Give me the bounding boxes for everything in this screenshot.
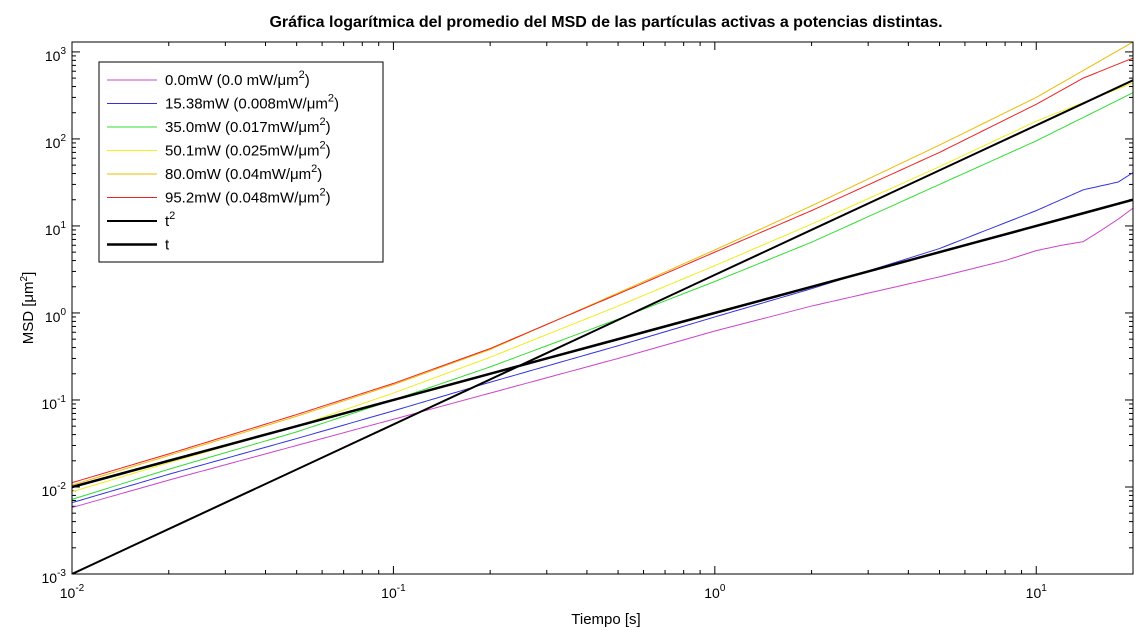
legend-label-tail: ) [334, 96, 339, 113]
y-tick-exp: 3 [60, 46, 66, 57]
y-tick-exp: -2 [57, 481, 66, 492]
minor-ticks [72, 42, 1133, 574]
y-tick-label: 103 [45, 46, 67, 64]
legend-label-main: t [165, 237, 170, 254]
legend-label-sup: 2 [320, 116, 326, 128]
y-tick-label: 10-3 [42, 568, 67, 586]
series-line-5 [72, 57, 1133, 484]
legend-label: 95.2mW (0.048mW/μm2) [165, 187, 331, 207]
y-tick-exp: 1 [60, 220, 66, 231]
y-axis-title: MSD [μm2] [19, 272, 37, 345]
y-tick-label: 10-2 [42, 481, 67, 499]
y-tick-label: 100 [45, 307, 67, 325]
x-axis-title: Tiempo [s] [571, 611, 640, 628]
x-tick-label: 100 [704, 583, 726, 601]
x-tick-base: 10 [381, 585, 397, 601]
plot-frame [71, 41, 1134, 575]
legend-label: t [165, 237, 170, 254]
legend: 0.0mW (0.0 mW/μm2)15.38mW (0.008mW/μm2)3… [98, 61, 384, 263]
legend-label-sup: 2 [320, 187, 326, 199]
y-tick-base: 10 [45, 135, 61, 151]
y-tick-label: 102 [45, 133, 67, 151]
y-tick-base: 10 [45, 222, 61, 238]
y-tick-base: 10 [42, 483, 58, 499]
y-axis-title-main: MSD [μm [20, 281, 37, 344]
legend-label-sup: 2 [299, 69, 305, 81]
series-group [72, 42, 1133, 574]
y-axis-title-tail: ] [20, 272, 37, 276]
x-tick-base: 10 [704, 585, 720, 601]
series-line-6 [72, 79, 1133, 574]
legend-box [98, 61, 384, 263]
x-tick-label: 10-1 [381, 583, 406, 601]
x-tick-base: 10 [1026, 585, 1042, 601]
x-tick-labels: 10-2 10-1 100 101 [60, 583, 1047, 601]
y-tick-exp: 2 [60, 133, 66, 144]
series-line-1 [72, 172, 1133, 504]
legend-label-main: 80.0mW (0.04mW/μm [165, 166, 311, 183]
legend-label: 35.0mW (0.017mW/μm2) [165, 116, 331, 136]
legend-label-sup: 2 [320, 140, 326, 152]
y-tick-exp: -1 [57, 394, 66, 405]
x-tick-label: 101 [1026, 583, 1048, 601]
legend-label: 50.1mW (0.025mW/μm2) [165, 140, 331, 160]
y-tick-exp: 0 [60, 307, 66, 318]
y-tick-base: 10 [42, 396, 58, 412]
series-line-7 [72, 198, 1133, 489]
legend-label-main: 0.0mW (0.0 mW/μm [165, 72, 299, 89]
legend-label-sup: 2 [311, 163, 317, 175]
y-tick-exp: -3 [57, 568, 66, 579]
y-tick-label: 101 [45, 220, 67, 238]
legend-label: 0.0mW (0.0 mW/μm2) [165, 69, 310, 89]
series-line-0 [72, 207, 1133, 509]
legend-label-main: 50.1mW (0.025mW/μm [165, 143, 320, 160]
y-axis-title-sup: 2 [19, 275, 30, 281]
legend-label: 80.0mW (0.04mW/μm2) [165, 163, 322, 183]
y-tick-base: 10 [45, 48, 61, 64]
chart-title: Gráfica logarítmica del promedio del MSD… [269, 14, 942, 31]
legend-label-tail: ) [317, 166, 322, 183]
legend-label-tail: ) [326, 143, 331, 160]
legend-label-tail: ) [326, 119, 331, 136]
y-tick-base: 10 [42, 570, 58, 586]
x-tick-exp: -1 [397, 583, 406, 594]
legend-label: 15.38mW (0.008mW/μm2) [165, 93, 339, 113]
legend-label-sup: 2 [328, 93, 334, 105]
y-tick-label: 10-1 [42, 394, 67, 412]
legend-label-main: 15.38mW (0.008mW/μm [165, 96, 328, 113]
x-tick-exp: 1 [1041, 583, 1047, 594]
legend-label: t2 [165, 210, 175, 230]
legend-label-main: 35.0mW (0.017mW/μm [165, 119, 320, 136]
series-line-4 [72, 42, 1133, 486]
legend-label-sup: 2 [169, 210, 175, 222]
x-tick-exp: 0 [720, 583, 726, 594]
legend-label-main: t [165, 213, 170, 230]
x-tick-exp: -2 [75, 583, 84, 594]
legend-label-main: 95.2mW (0.048mW/μm [165, 190, 320, 207]
x-tick-label: 10-2 [60, 583, 85, 601]
legend-label-tail: ) [326, 190, 331, 207]
legend-label-tail: ) [305, 72, 310, 89]
x-tick-base: 10 [60, 585, 76, 601]
y-tick-base: 10 [45, 309, 61, 325]
